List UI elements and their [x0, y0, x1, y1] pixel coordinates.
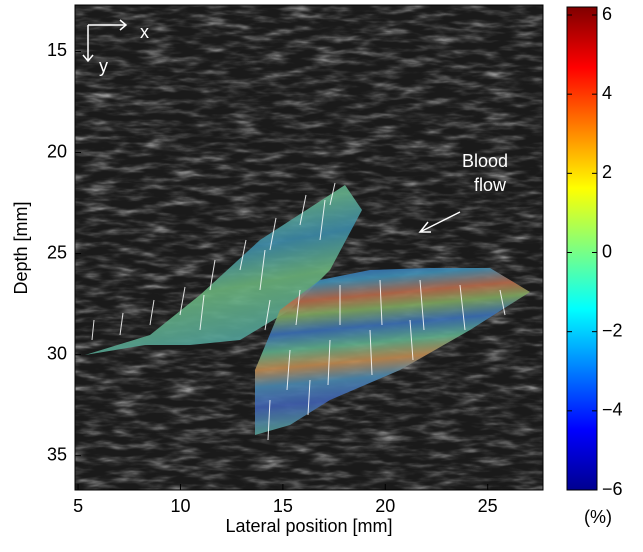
colorbar-tick-label: −2: [602, 320, 623, 340]
x-tick-label: 5: [73, 496, 83, 516]
y-tick-label: 35: [47, 444, 67, 464]
flow-note: flow: [474, 175, 507, 195]
axis-x-note: x: [140, 22, 149, 42]
colorbar-tick-label: −4: [602, 400, 623, 420]
x-tick-label: 25: [478, 496, 498, 516]
x-tick-label: 20: [375, 496, 395, 516]
strain-region: [255, 268, 530, 435]
colorbar-tick-label: 0: [602, 241, 612, 261]
colorbar-tick-label: 2: [602, 162, 612, 182]
y-axis-label: Depth [mm]: [11, 201, 31, 294]
colorbar-tick-label: 4: [602, 83, 612, 103]
displacement-vectors: [91, 182, 506, 441]
x-axis-label: Lateral position [mm]: [225, 516, 392, 536]
plot-frame: [74, 4, 544, 491]
colorbar-tick-label: 6: [602, 4, 612, 24]
x-tick-label: 10: [170, 496, 190, 516]
axis-y-note: y: [99, 56, 108, 76]
y-tick-label: 30: [47, 343, 67, 363]
flow-note: Blood: [462, 151, 508, 171]
colorbar: [566, 6, 598, 491]
y-tick-label: 25: [47, 242, 67, 262]
axis-arrows: [82, 19, 461, 233]
colorbar-tick-label: −6: [602, 479, 623, 499]
strain-region: [85, 185, 362, 355]
colorbar-label: (%): [584, 507, 612, 527]
y-tick-label: 15: [47, 40, 67, 60]
x-tick-label: 15: [273, 496, 293, 516]
y-tick-label: 20: [47, 141, 67, 161]
